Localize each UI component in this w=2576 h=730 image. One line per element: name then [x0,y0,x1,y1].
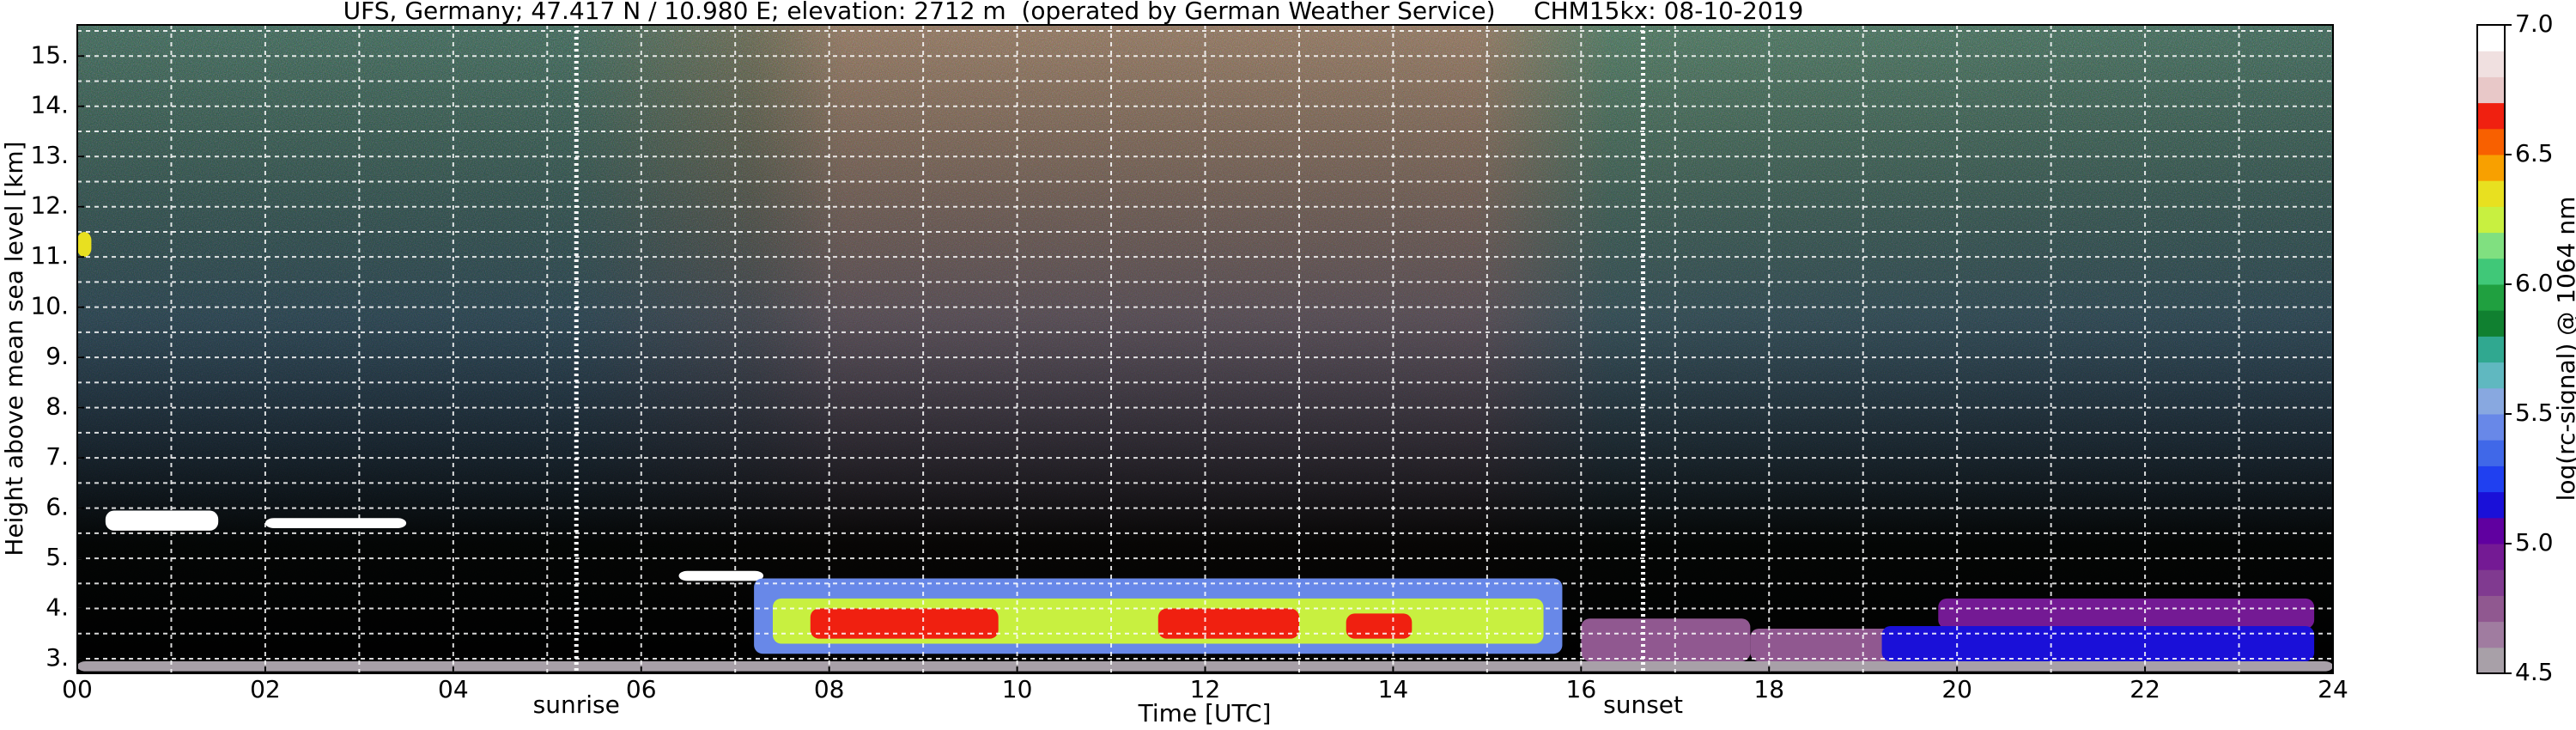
colorbar-swatch [2477,414,2505,441]
signal-layer [105,510,219,531]
signal-layer [264,518,407,528]
x-tick-label: 22 [2129,675,2160,703]
colorbar-swatch [2477,310,2505,337]
x-tick-label: 02 [250,675,281,703]
colorbar-swatch [2477,128,2505,155]
y-tick-label: 9. [46,342,69,370]
colorbar-tick-label: 7.0 [2515,9,2554,38]
colorbar-swatch [2477,387,2505,415]
x-axis-label: Time [UTC] [1138,699,1272,727]
colorbar-tick-label: 5.0 [2515,528,2554,557]
x-tick-label: 20 [1941,675,1972,703]
y-tick-label: 15. [30,40,69,69]
y-tick-label: 12. [30,192,69,220]
colorbar-swatch [2477,51,2505,77]
y-tick-label: 7. [46,442,69,471]
event-label: sunset [1603,690,1683,719]
colorbar-tick-label: 6.5 [2515,139,2554,167]
colorbar-swatch [2477,206,2505,234]
event-label: sunrise [533,690,620,719]
colorbar-swatch [2477,102,2505,130]
x-tick-label: 08 [814,675,845,703]
colorbar-swatch [2477,180,2505,207]
y-tick-label: 6. [46,493,69,521]
plot-frame [76,24,2334,674]
colorbar-label: log(rc-signal) @ 1064 nm [2552,197,2576,502]
chart-title: UFS, Germany; 47.417 N / 10.980 E; eleva… [343,0,1804,25]
y-tick-label: 5. [46,543,69,571]
y-tick-label: 14. [30,91,69,119]
x-tick-label: 06 [626,675,657,703]
colorbar-tick-label: 5.5 [2515,398,2554,427]
signal-layer [1157,608,1299,639]
y-tick-label: 4. [46,593,69,622]
colorbar-swatch [2477,517,2505,544]
y-tick-label: 3. [46,643,69,672]
colorbar-tick-label: 4.5 [2515,658,2554,686]
colorbar-swatch [2477,284,2505,311]
colorbar-swatch [2477,491,2505,519]
colorbar-frame [2476,24,2506,674]
colorbar-swatch [2477,362,2505,389]
colorbar-swatch [2477,595,2505,623]
y-axis-label: Height above mean sea level [km] [0,141,28,556]
colorbar-swatch [2477,76,2505,104]
colorbar-swatch [2477,621,2505,648]
signal-layer [810,608,999,639]
x-tick-label: 16 [1566,675,1597,703]
colorbar-swatch [2477,465,2505,493]
signal-layer [1581,618,1751,661]
signal-layer [678,570,764,581]
colorbar-swatch [2477,232,2505,259]
colorbar-swatch [2477,25,2505,52]
x-tick-label: 10 [1002,675,1033,703]
x-tick-label: 04 [438,675,469,703]
x-tick-label: 00 [62,675,93,703]
colorbar-swatch [2477,440,2505,466]
signal-layer [77,231,92,258]
x-tick-label: 14 [1378,675,1409,703]
colorbar-swatch [2477,569,2505,596]
y-tick-label: 8. [46,392,69,421]
signal-layer [1881,626,2315,661]
x-tick-label: 12 [1190,675,1221,703]
colorbar-swatch [2477,544,2505,570]
x-tick-label: 18 [1753,675,1784,703]
signal-layer [1346,613,1413,639]
y-tick-label: 11. [30,241,69,270]
colorbar-swatch [2477,155,2505,181]
colorbar-swatch [2477,258,2505,285]
colorbar-swatch [2477,647,2505,674]
x-tick-label: 24 [2318,675,2348,703]
plot-background [77,25,2333,673]
signal-layer [1750,628,1911,661]
colorbar-swatch [2477,336,2505,363]
colorbar-tick-label: 6.0 [2515,269,2554,297]
y-tick-label: 10. [30,292,69,320]
signal-layer [1938,598,2315,629]
y-tick-label: 13. [30,141,69,169]
